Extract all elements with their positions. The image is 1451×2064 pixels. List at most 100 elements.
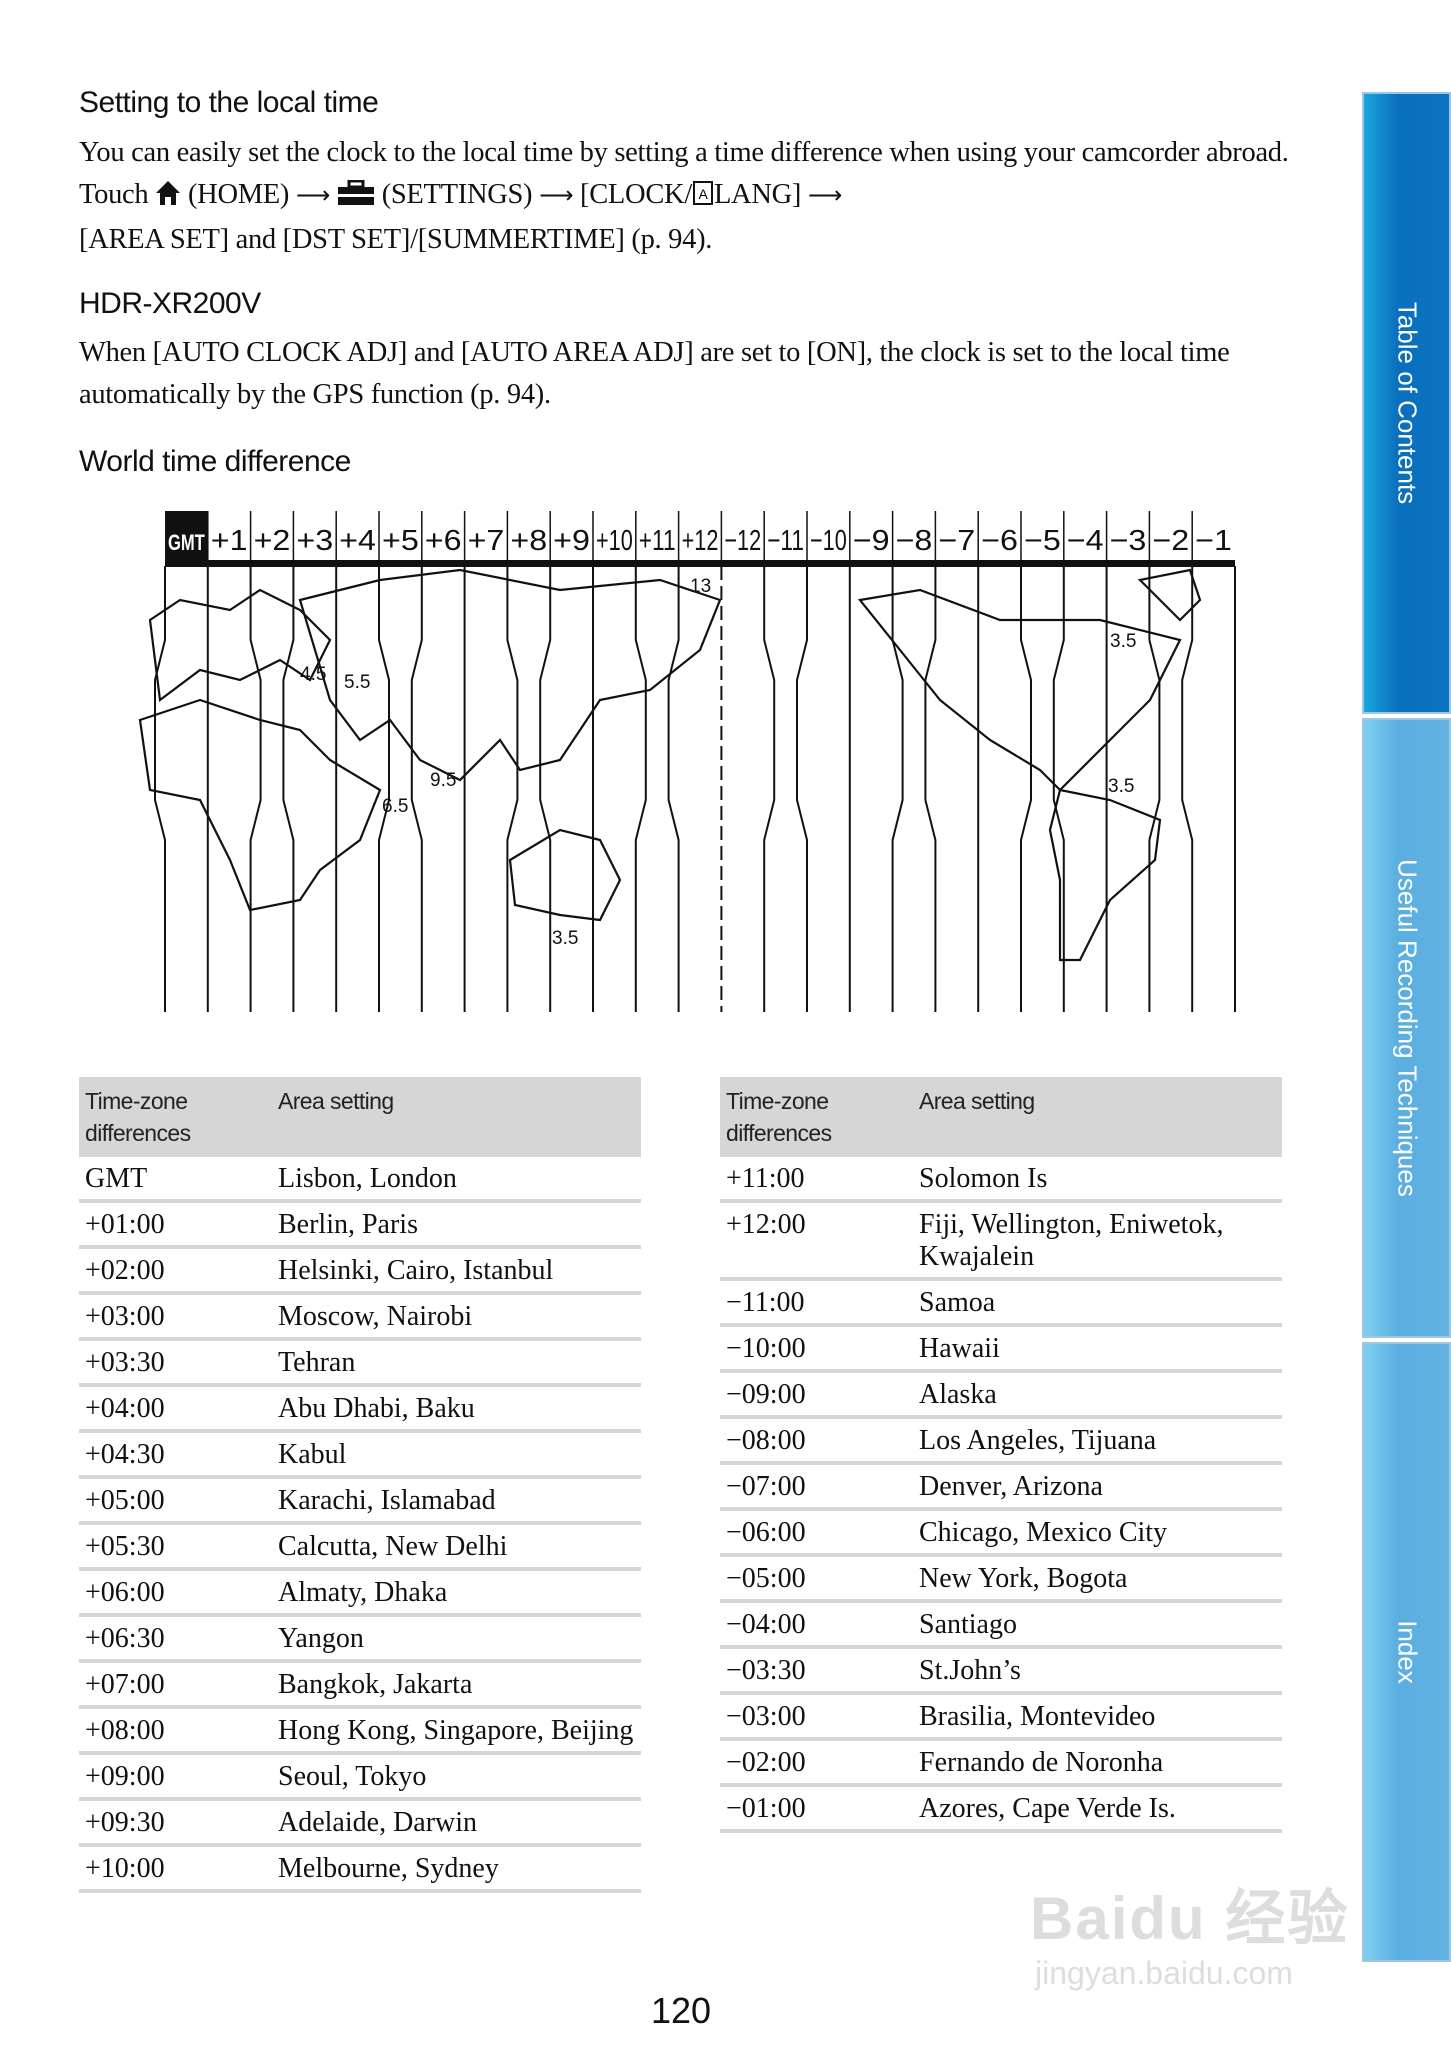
time-offset-cell: +08:00 [79,1707,272,1755]
time-offset-cell: −11:00 [720,1279,913,1327]
column-header-area: Area setting [272,1077,641,1157]
area-cell: Abu Dhabi, Baku [272,1385,641,1433]
arrow-right-icon: ⟶ [807,181,843,209]
time-offset-cell: −09:00 [720,1371,913,1419]
settings-toolbox-icon [337,177,375,219]
sidebar-tab-index[interactable]: Index [1362,1342,1451,1962]
zone-boundary [249,566,262,1012]
table-row: +01:00 Berlin, Paris [79,1201,641,1249]
table-row: +11:00 Solomon Is [720,1157,1282,1203]
table-row: −04:00 Santiago [720,1601,1282,1649]
offset-label: 13 [690,576,711,597]
area-cell: New York, Bogota [913,1555,1282,1603]
area-cell: Calcutta, New Delhi [272,1523,641,1571]
zone-boundary [891,566,904,1012]
zone-label: +3 [296,525,333,557]
australia-continent [508,828,622,922]
area-cell: Alaska [913,1371,1282,1419]
offset-label: 4.5 [300,664,326,685]
time-offset-cell: −05:00 [720,1555,913,1603]
section-title-local-time: Setting to the local time [79,86,379,119]
time-zone-table-left: Time-zone differences Area setting GMT Lis… [79,1077,641,1893]
europe-continent [148,588,332,703]
section-title-world-time: World time difference [79,445,351,478]
column-header-area: Area setting [913,1077,1282,1157]
zone-boundary [1148,566,1161,1012]
time-offset-cell: −08:00 [720,1417,913,1465]
time-offset-cell: +07:00 [79,1661,272,1709]
area-cell: Bangkok, Jakarta [272,1661,641,1709]
time-offset-cell: +04:30 [79,1431,272,1479]
table-row: −03:00 Brasilia, Montevideo [720,1693,1282,1741]
area-cell: Adelaide, Darwin [272,1799,641,1847]
watermark-url: jingyan.baidu.com [1035,1955,1293,1991]
zone-label: −12 [724,525,761,557]
area-cell: Lisbon, London [272,1157,641,1203]
zone-label: −11 [767,525,804,557]
table-row: +06:00 Almaty, Dhaka [79,1569,641,1617]
area-cell: Hong Kong, Singapore, Beijing [272,1707,641,1755]
area-cell: Denver, Arizona [913,1463,1282,1511]
area-cell: St.John’s [913,1647,1282,1695]
page-number: 120 [650,1990,712,2031]
zone-label: +1 [211,525,248,557]
zone-label: +2 [254,525,291,557]
sidebar-tab-recording-techniques[interactable]: Useful Recording Techniques [1362,718,1451,1338]
time-offset-cell: −10:00 [720,1325,913,1373]
tab-label: Index [1392,1620,1422,1684]
time-offset-cell: +03:30 [79,1339,272,1387]
zone-boundary [410,566,423,1012]
south-america-continent [1048,788,1162,962]
time-offset-cell: −03:30 [720,1647,913,1695]
table-row: +05:30 Calcutta, New Delhi [79,1523,641,1571]
table-row: +09:00 Seoul, Tokyo [79,1753,641,1801]
zone-label: −10 [810,525,847,557]
zone-boundary [763,566,776,1012]
tab-label: Table of Contents [1392,301,1422,505]
table-row: +03:30 Tehran [79,1339,641,1387]
area-cell: Hawaii [913,1325,1282,1373]
table-row: +04:00 Abu Dhabi, Baku [79,1385,641,1433]
table-row: −10:00 Hawaii [720,1325,1282,1373]
zone-boundary [154,566,166,1012]
time-offset-cell: −03:00 [720,1693,913,1741]
clock-label: [CLOCK/ [580,179,692,210]
zone-boundary [1181,566,1194,1012]
time-offset-cell: +09:30 [79,1799,272,1847]
zone-boundary [634,566,647,1012]
time-offset-cell: −04:00 [720,1601,913,1649]
zone-label: −2 [1152,525,1189,557]
sidebar-tab-table-of-contents[interactable]: Table of Contents [1362,92,1451,714]
zone-label: +8 [510,525,547,557]
table-row: +03:00 Moscow, Nairobi [79,1293,641,1341]
table-row: −01:00 Azores, Cape Verde Is. [720,1785,1282,1833]
table-row: +09:30 Adelaide, Darwin [79,1799,641,1847]
asia-continent [298,568,722,782]
zone-label: +10 [596,525,633,557]
time-offset-cell: −07:00 [720,1463,913,1511]
table-row: −11:00 Samoa [720,1279,1282,1327]
north-america-continent [857,588,1182,792]
area-cell: Kabul [272,1431,641,1479]
area-cell: Fernando de Noronha [913,1739,1282,1787]
area-cell: Chicago, Mexico City [913,1509,1282,1557]
zone-boundary [539,566,552,1012]
offset-label: 9.5 [430,770,456,791]
table-row: −03:30 St.John’s [720,1647,1282,1695]
time-offset-cell: −01:00 [720,1785,913,1833]
zone-label: −3 [1110,525,1147,557]
table-row: −08:00 Los Angeles, Tijuana [720,1417,1282,1465]
instruction-text-2: [AREA SET] and [DST SET]/[SUMMERTIME] (p… [79,224,713,255]
time-offset-cell: +06:00 [79,1569,272,1617]
zone-boundary [378,566,390,1012]
home-icon [155,177,181,219]
arrow-right-icon: ⟶ [295,181,331,209]
gps-note: When [AUTO CLOCK ADJ] and [AUTO AREA ADJ… [79,337,1230,410]
area-cell: Moscow, Nairobi [272,1293,641,1341]
table-row: +07:00 Bangkok, Jakarta [79,1661,641,1709]
zone-label: −9 [853,525,890,557]
table-row: −09:00 Alaska [720,1371,1282,1419]
time-offset-cell: +03:00 [79,1293,272,1341]
lang-label: LANG] [713,179,802,210]
section-title-model: HDR-XR200V [79,287,261,320]
